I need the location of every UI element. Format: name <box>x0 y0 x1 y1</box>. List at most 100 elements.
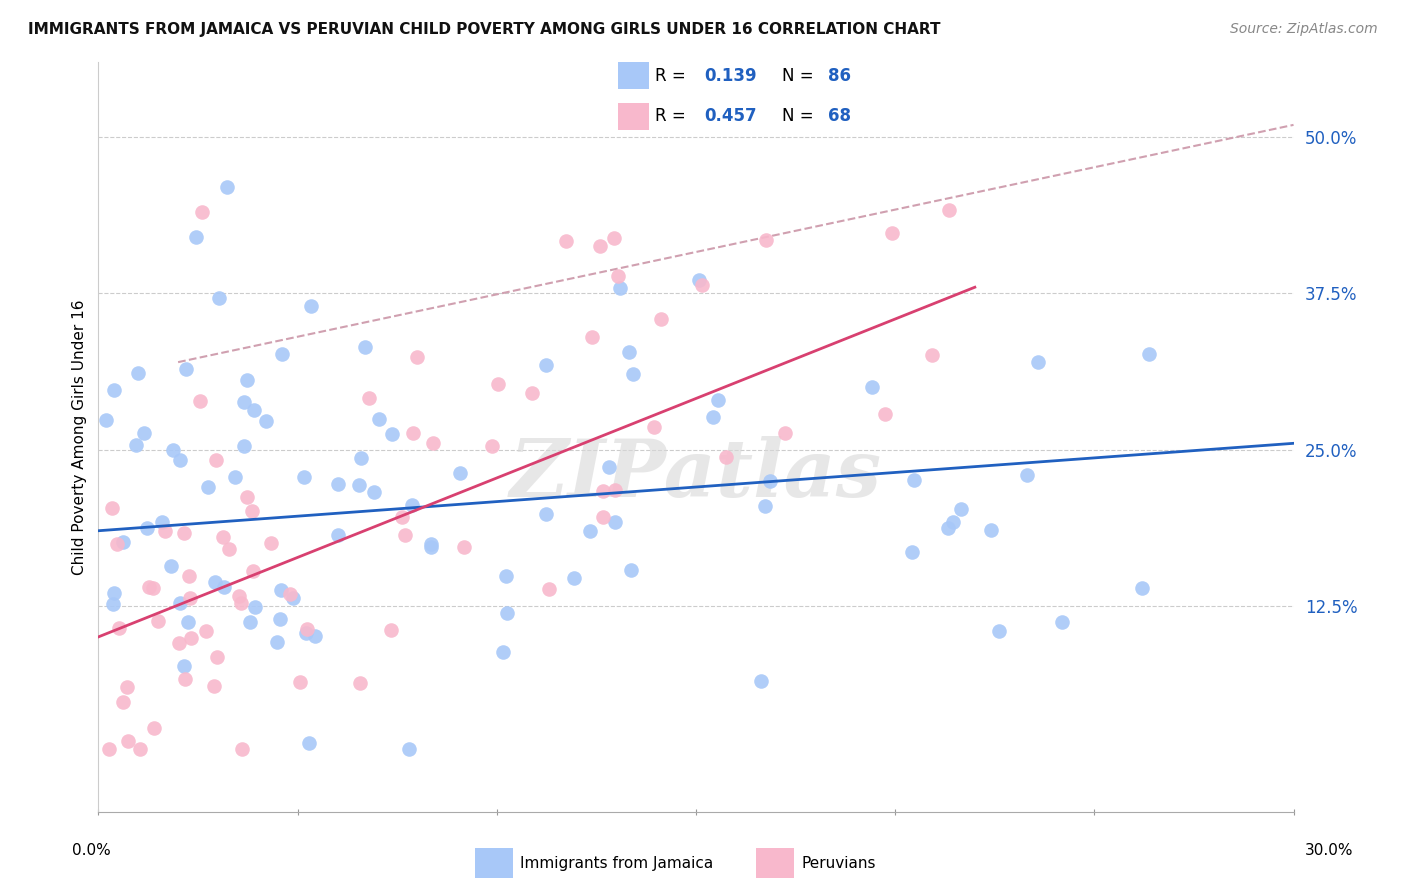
Point <box>142 721 165 735</box>
Point <box>942 516 965 530</box>
Point <box>603 516 626 530</box>
Point <box>188 393 211 408</box>
Point <box>592 510 614 524</box>
Point <box>562 571 585 585</box>
Text: 30.0%: 30.0% <box>1305 843 1353 858</box>
Point <box>146 615 169 629</box>
Text: 0.0%: 0.0% <box>72 843 111 858</box>
Point <box>191 205 214 219</box>
Point <box>538 582 561 596</box>
Point <box>108 622 131 636</box>
Point <box>299 299 322 313</box>
Text: N =: N = <box>782 107 818 125</box>
Point <box>96 413 118 427</box>
Point <box>536 358 558 372</box>
Point <box>702 409 724 424</box>
Point <box>243 403 266 417</box>
Point <box>112 695 135 709</box>
Point <box>620 563 643 577</box>
Point <box>124 437 146 451</box>
Point <box>754 499 776 513</box>
Point <box>260 536 283 550</box>
Text: 0.139: 0.139 <box>704 67 756 85</box>
Point <box>643 420 665 434</box>
Point <box>208 291 231 305</box>
Point <box>714 450 737 464</box>
Point <box>589 238 612 252</box>
Point <box>117 734 139 748</box>
Point <box>101 598 124 612</box>
Point <box>1130 581 1153 595</box>
Point <box>103 586 125 600</box>
Point <box>180 631 202 645</box>
Point <box>987 624 1010 638</box>
Point <box>202 679 225 693</box>
Point <box>169 453 191 467</box>
Point <box>280 587 302 601</box>
Point <box>755 233 778 247</box>
Text: 68: 68 <box>828 107 851 125</box>
Point <box>197 479 219 493</box>
Point <box>1137 347 1160 361</box>
Point <box>419 537 441 551</box>
Point <box>422 436 444 450</box>
FancyBboxPatch shape <box>617 103 648 130</box>
Point <box>236 490 259 504</box>
Point <box>212 580 235 594</box>
Point <box>688 273 710 287</box>
Point <box>136 521 159 535</box>
Point <box>138 580 160 594</box>
Point <box>406 351 429 365</box>
Point <box>603 231 626 245</box>
Text: IMMIGRANTS FROM JAMAICA VS PERUVIAN CHILD POVERTY AMONG GIRLS UNDER 16 CORRELATI: IMMIGRANTS FROM JAMAICA VS PERUVIAN CHIL… <box>28 22 941 37</box>
Point <box>229 595 252 609</box>
Point <box>357 392 380 406</box>
Point <box>605 483 627 497</box>
Point <box>228 589 250 603</box>
Point <box>481 439 503 453</box>
Point <box>243 599 266 614</box>
Point <box>269 612 291 626</box>
Point <box>621 367 644 381</box>
Point <box>179 569 201 583</box>
Point <box>217 180 239 194</box>
Point <box>100 500 122 515</box>
Point <box>534 508 557 522</box>
Text: R =: R = <box>655 107 690 125</box>
Point <box>288 674 311 689</box>
Point <box>496 606 519 620</box>
Point <box>353 340 375 354</box>
Point <box>350 450 373 465</box>
Point <box>1026 355 1049 369</box>
Point <box>271 347 294 361</box>
Point <box>486 376 509 391</box>
Point <box>204 575 226 590</box>
Point <box>117 680 139 694</box>
Point <box>155 524 177 538</box>
Point <box>295 626 318 640</box>
Point <box>980 523 1002 537</box>
Point <box>401 498 423 512</box>
Point <box>98 742 121 756</box>
Point <box>581 330 603 344</box>
Point <box>650 312 672 326</box>
Point <box>707 393 730 408</box>
Point <box>195 624 218 639</box>
Point <box>380 623 402 637</box>
Point <box>127 366 149 380</box>
Point <box>292 470 315 484</box>
Text: 0.457: 0.457 <box>704 107 756 125</box>
Point <box>205 650 228 665</box>
Point <box>212 530 235 544</box>
Point <box>900 545 922 559</box>
Text: Peruvians: Peruvians <box>801 855 876 871</box>
Point <box>882 226 904 240</box>
Text: N =: N = <box>782 67 818 85</box>
Point <box>129 742 152 756</box>
Point <box>692 278 714 293</box>
Text: Source: ZipAtlas.com: Source: ZipAtlas.com <box>1230 22 1378 37</box>
Point <box>775 425 797 440</box>
Point <box>949 502 972 516</box>
Point <box>749 674 772 689</box>
Point <box>394 528 416 542</box>
